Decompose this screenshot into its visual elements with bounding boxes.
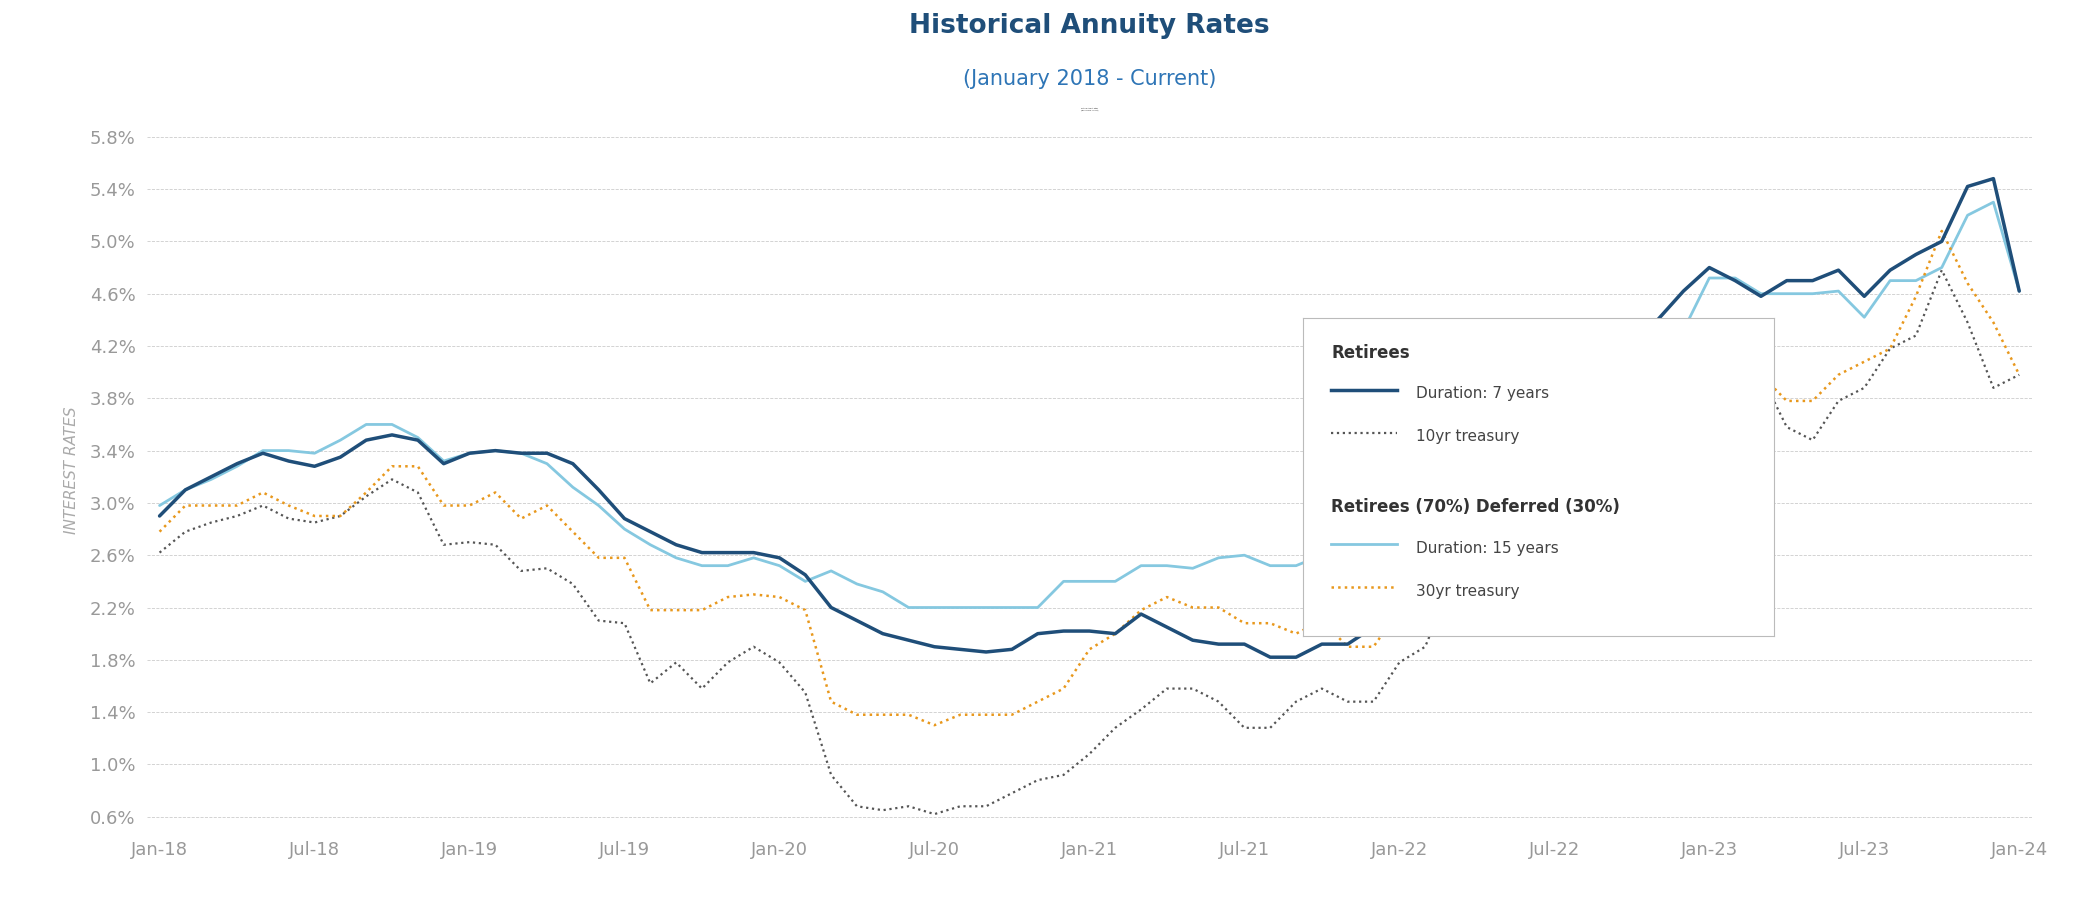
Y-axis label: INTEREST RATES: INTEREST RATES — [63, 407, 78, 534]
Text: 10yr treasury: 10yr treasury — [1416, 430, 1519, 444]
Text: Duration: 15 years: Duration: 15 years — [1416, 540, 1559, 556]
Text: Historical Annuity Rates: Historical Annuity Rates — [909, 13, 1270, 39]
Text: Retirees: Retirees — [1332, 344, 1410, 361]
Text: Duration: 7 years: Duration: 7 years — [1416, 386, 1550, 401]
Text: 30yr treasury: 30yr treasury — [1416, 584, 1519, 598]
Title: Historical Annuity Rates
(January 2018 - Current): Historical Annuity Rates (January 2018 -… — [1081, 107, 1098, 111]
Text: Retirees (70%) Deferred (30%): Retirees (70%) Deferred (30%) — [1332, 498, 1619, 515]
Text: (January 2018 - Current): (January 2018 - Current) — [964, 69, 1215, 89]
